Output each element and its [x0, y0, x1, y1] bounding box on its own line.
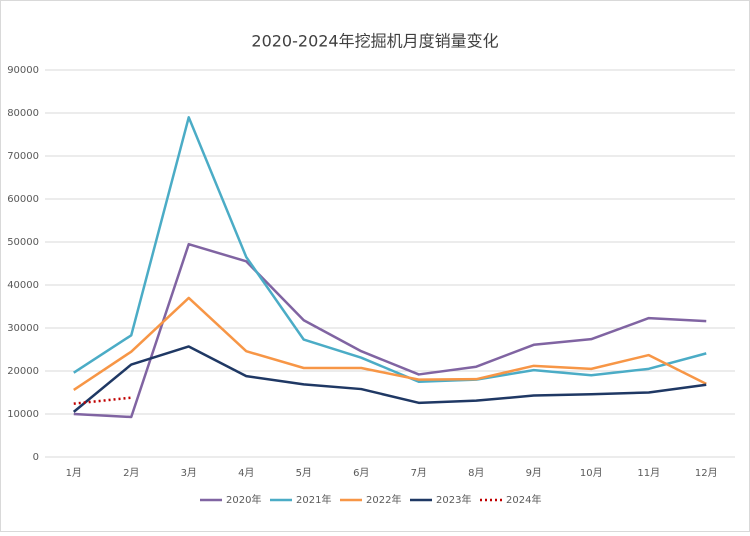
series-line — [72, 345, 707, 413]
series-line — [73, 296, 707, 391]
x-tick-label: 12月 — [695, 467, 718, 479]
y-tick-label: 40000 — [7, 280, 39, 291]
x-tick-label: 10月 — [580, 467, 603, 479]
x-tick-label: 6月 — [353, 467, 369, 479]
y-tick-label: 60000 — [7, 194, 39, 205]
x-tick-label: 5月 — [296, 467, 312, 479]
legend-label: 2023年 — [436, 493, 471, 506]
x-tick-label: 3月 — [181, 467, 197, 479]
y-tick-label: 20000 — [7, 366, 39, 377]
chart-title: 2020-2024年挖掘机月度销量变化 — [251, 32, 498, 51]
x-tick-label: 4月 — [238, 467, 254, 479]
y-tick-label: 10000 — [7, 409, 39, 420]
series-line — [73, 242, 707, 419]
x-tick-label: 8月 — [468, 467, 484, 479]
legend-label: 2021年 — [296, 493, 331, 506]
x-tick-label: 11月 — [637, 467, 660, 479]
y-tick-label: 0 — [33, 452, 39, 463]
legend-label: 2024年 — [506, 493, 541, 506]
legend-label: 2020年 — [226, 493, 261, 506]
y-tick-label: 90000 — [7, 65, 39, 76]
x-tick-label: 2月 — [123, 467, 139, 479]
x-tick-label: 7月 — [411, 467, 427, 479]
y-tick-label: 30000 — [7, 323, 39, 334]
y-tick-label: 50000 — [7, 237, 39, 248]
legend-label: 2022年 — [366, 493, 401, 506]
series-line — [73, 116, 707, 383]
y-tick-label: 70000 — [7, 151, 39, 162]
x-tick-label: 9月 — [526, 467, 542, 479]
x-tick-label: 1月 — [66, 467, 82, 479]
y-tick-label: 80000 — [7, 108, 39, 119]
